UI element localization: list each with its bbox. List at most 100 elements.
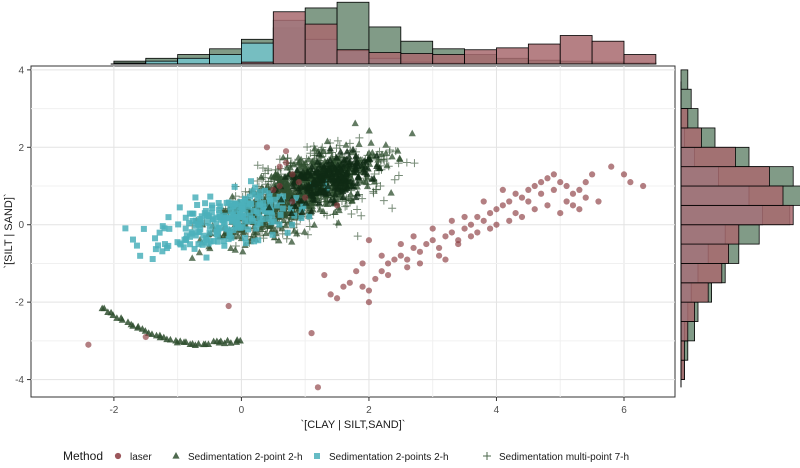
point-laser [404,264,411,271]
point-laser [627,179,634,186]
right-histogram-bar [680,224,740,245]
top-histogram-bar [368,52,402,65]
point-multi-point-7h [379,196,388,205]
point-laser [410,233,417,240]
point-laser [518,194,526,201]
point-2-point-2h [317,170,326,178]
y-tick-label: -4 [15,375,24,386]
point-2-point-2h [315,188,323,196]
point-2-points-2h [280,193,287,200]
legend-label: Sedimentation 2-points 2-h [329,452,449,463]
point-2-point-2h [352,159,360,167]
point-2-points-2h [216,206,223,213]
top-histogram-bar [559,35,593,65]
point-2-point-2h [342,141,350,148]
point-2-points-2h [159,248,166,255]
point-2-points-2h [306,213,313,220]
point-laser [576,186,583,193]
point-2-points-2h [129,236,136,243]
point-laser [416,248,424,255]
point-2-points-2h [222,215,229,222]
point-laser [499,202,506,209]
legend-key [314,453,320,459]
point-2-points-2h [255,209,262,216]
point-2-point-2h [354,173,363,181]
point-2-point-2h [334,219,343,226]
point-2-points-2h [165,214,172,221]
point-2-point-2h [378,150,386,158]
point-2-point-2h [313,168,321,176]
point-2-points-2h [166,225,173,232]
point-multi-point-7h [258,164,267,173]
right-histogram-bar [680,263,723,284]
point-2-point-2h [293,166,301,174]
point-2-point-2h [295,158,304,166]
point-2-point-2h [346,158,354,165]
legend: Method laser Sedimentation 2-point 2-h Sed… [63,449,629,463]
point-2-point-2h [227,339,235,346]
point-2-point-2h [330,196,338,203]
point-2-point-2h [206,244,214,252]
point-2-point-2h [311,144,319,152]
point-2-points-2h [269,212,276,219]
point-2-point-2h [304,168,312,175]
right-histogram-bar [680,146,736,168]
point-2-point-2h [328,173,336,180]
point-2-points-2h [298,215,305,222]
point-2-point-2h [307,207,316,215]
point-2-points-2h [195,241,202,248]
point-2-points-2h [186,210,193,217]
top-histogram-bar [304,23,338,65]
point-2-point-2h [334,168,342,176]
point-2-points-2h [152,235,159,242]
point-2-points-2h [189,217,196,224]
point-laser [563,198,570,205]
point-2-points-2h [277,211,284,218]
point-2-point-2h [291,202,299,209]
point-multi-point-7h [306,149,315,158]
point-2-points-2h [231,183,238,190]
point-2-point-2h [308,189,317,196]
point-2-points-2h [259,216,266,223]
point-laser [435,252,443,259]
point-laser [365,299,373,306]
point-laser [410,244,417,252]
point-laser [442,256,449,263]
point-2-points-2h [182,225,189,232]
point-laser [461,225,468,232]
point-multi-point-7h [253,177,262,186]
point-2-points-2h [249,188,256,195]
point-2-point-2h [148,330,156,338]
right-histogram-bar [680,301,696,322]
point-laser [314,384,322,391]
data-points [85,119,647,391]
right-histogram-bar [680,340,685,361]
point-2-point-2h [265,203,273,211]
right-histogram-bar [680,282,709,303]
point-2-points-2h [253,225,260,232]
point-2-point-2h [321,186,330,194]
legend-key [172,452,180,459]
top-histogram-bar [177,57,210,65]
point-laser [327,291,334,298]
point-laser [353,268,360,275]
point-2-points-2h [257,201,264,208]
point-2-point-2h [373,151,381,159]
point-2-points-2h [122,225,129,232]
point-laser [512,210,519,217]
point-2-point-2h [345,152,353,160]
point-multi-point-7h [369,189,378,198]
point-2-points-2h [240,214,247,221]
x-tick-label: -2 [109,405,118,416]
point-2-points-2h [234,219,241,226]
point-2-point-2h [217,337,225,344]
point-multi-point-7h [353,232,362,241]
point-2-point-2h [267,172,276,180]
right-histogram-bar [680,204,794,226]
point-2-points-2h [251,238,258,245]
point-laser [595,198,602,205]
point-multi-point-7h [390,175,399,184]
point-2-point-2h [282,221,290,229]
legend-label: Sedimentation multi-point 7-h [499,452,629,463]
